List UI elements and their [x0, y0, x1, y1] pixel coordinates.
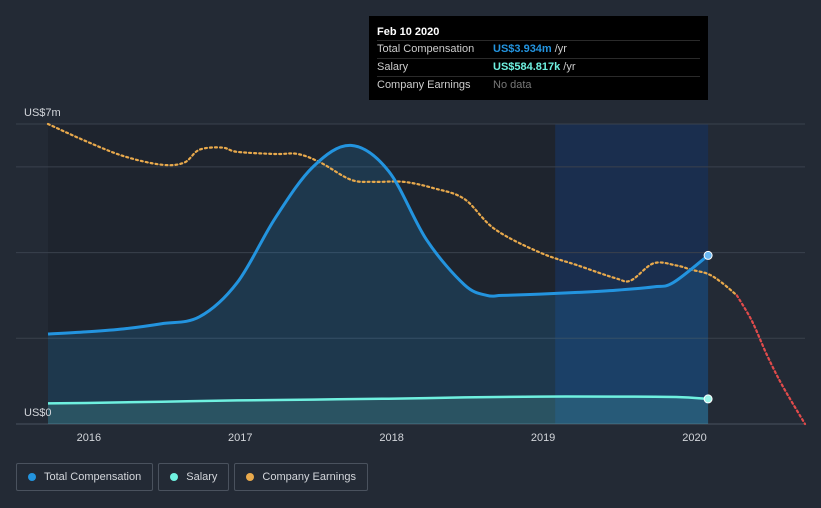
tooltip-label: Salary: [377, 61, 409, 73]
legend-label: Total Compensation: [44, 471, 142, 483]
chart-tooltip: Feb 10 2020 Total Compensation US$3.934m…: [369, 16, 708, 100]
tooltip-label: Total Compensation: [377, 43, 475, 55]
legend-total-compensation[interactable]: Total Compensation: [16, 463, 154, 491]
legend-dot-icon: [170, 473, 179, 481]
tooltip-row-total-compensation: Total Compensation US$3.934m /yr: [377, 41, 700, 59]
salary-area: [48, 396, 709, 424]
x-tick-label: 2020: [682, 432, 706, 444]
y-axis-bottom-label: US$0: [24, 407, 52, 419]
legend-label: Company Earnings: [262, 471, 356, 483]
tooltip-date: Feb 10 2020: [377, 24, 700, 41]
legend-salary[interactable]: Salary: [158, 463, 230, 491]
legend-label: Salary: [186, 471, 218, 483]
tooltip-row-company-earnings: Company Earnings No data: [377, 77, 700, 94]
x-tick-label: 2018: [379, 432, 403, 444]
x-tick-label: 2016: [77, 432, 101, 444]
total-compensation-marker: [703, 250, 713, 260]
tooltip-value: US$584.817k: [493, 61, 561, 73]
total-compensation-line: [47, 143, 710, 336]
tooltip-row-salary: Salary US$584.817k /yr: [377, 59, 700, 77]
tooltip-label: Company Earnings: [377, 79, 471, 91]
chart-legend: Total Compensation Salary Company Earnin…: [16, 463, 368, 491]
salary-line: [47, 395, 709, 405]
tooltip-unit: /yr: [554, 43, 567, 55]
tooltip-value: No data: [493, 79, 532, 91]
y-axis-top-label: US$7m: [24, 107, 61, 119]
company-earnings-decline-line: [735, 294, 807, 426]
legend-dot-icon: [246, 473, 255, 481]
legend-dot-icon: [28, 473, 36, 481]
highlight-band: [555, 124, 709, 424]
past-region: [48, 124, 556, 424]
legend-company-earnings[interactable]: Company Earnings: [234, 463, 368, 491]
tooltip-value: US$3.934m: [493, 43, 552, 55]
total-compensation-area: [48, 145, 709, 425]
tooltip-unit: /yr: [563, 61, 576, 73]
salary-marker: [703, 394, 713, 404]
x-tick-label: 2017: [228, 432, 252, 444]
x-tick-label: 2019: [531, 432, 555, 444]
company-earnings-line: [46, 122, 738, 297]
